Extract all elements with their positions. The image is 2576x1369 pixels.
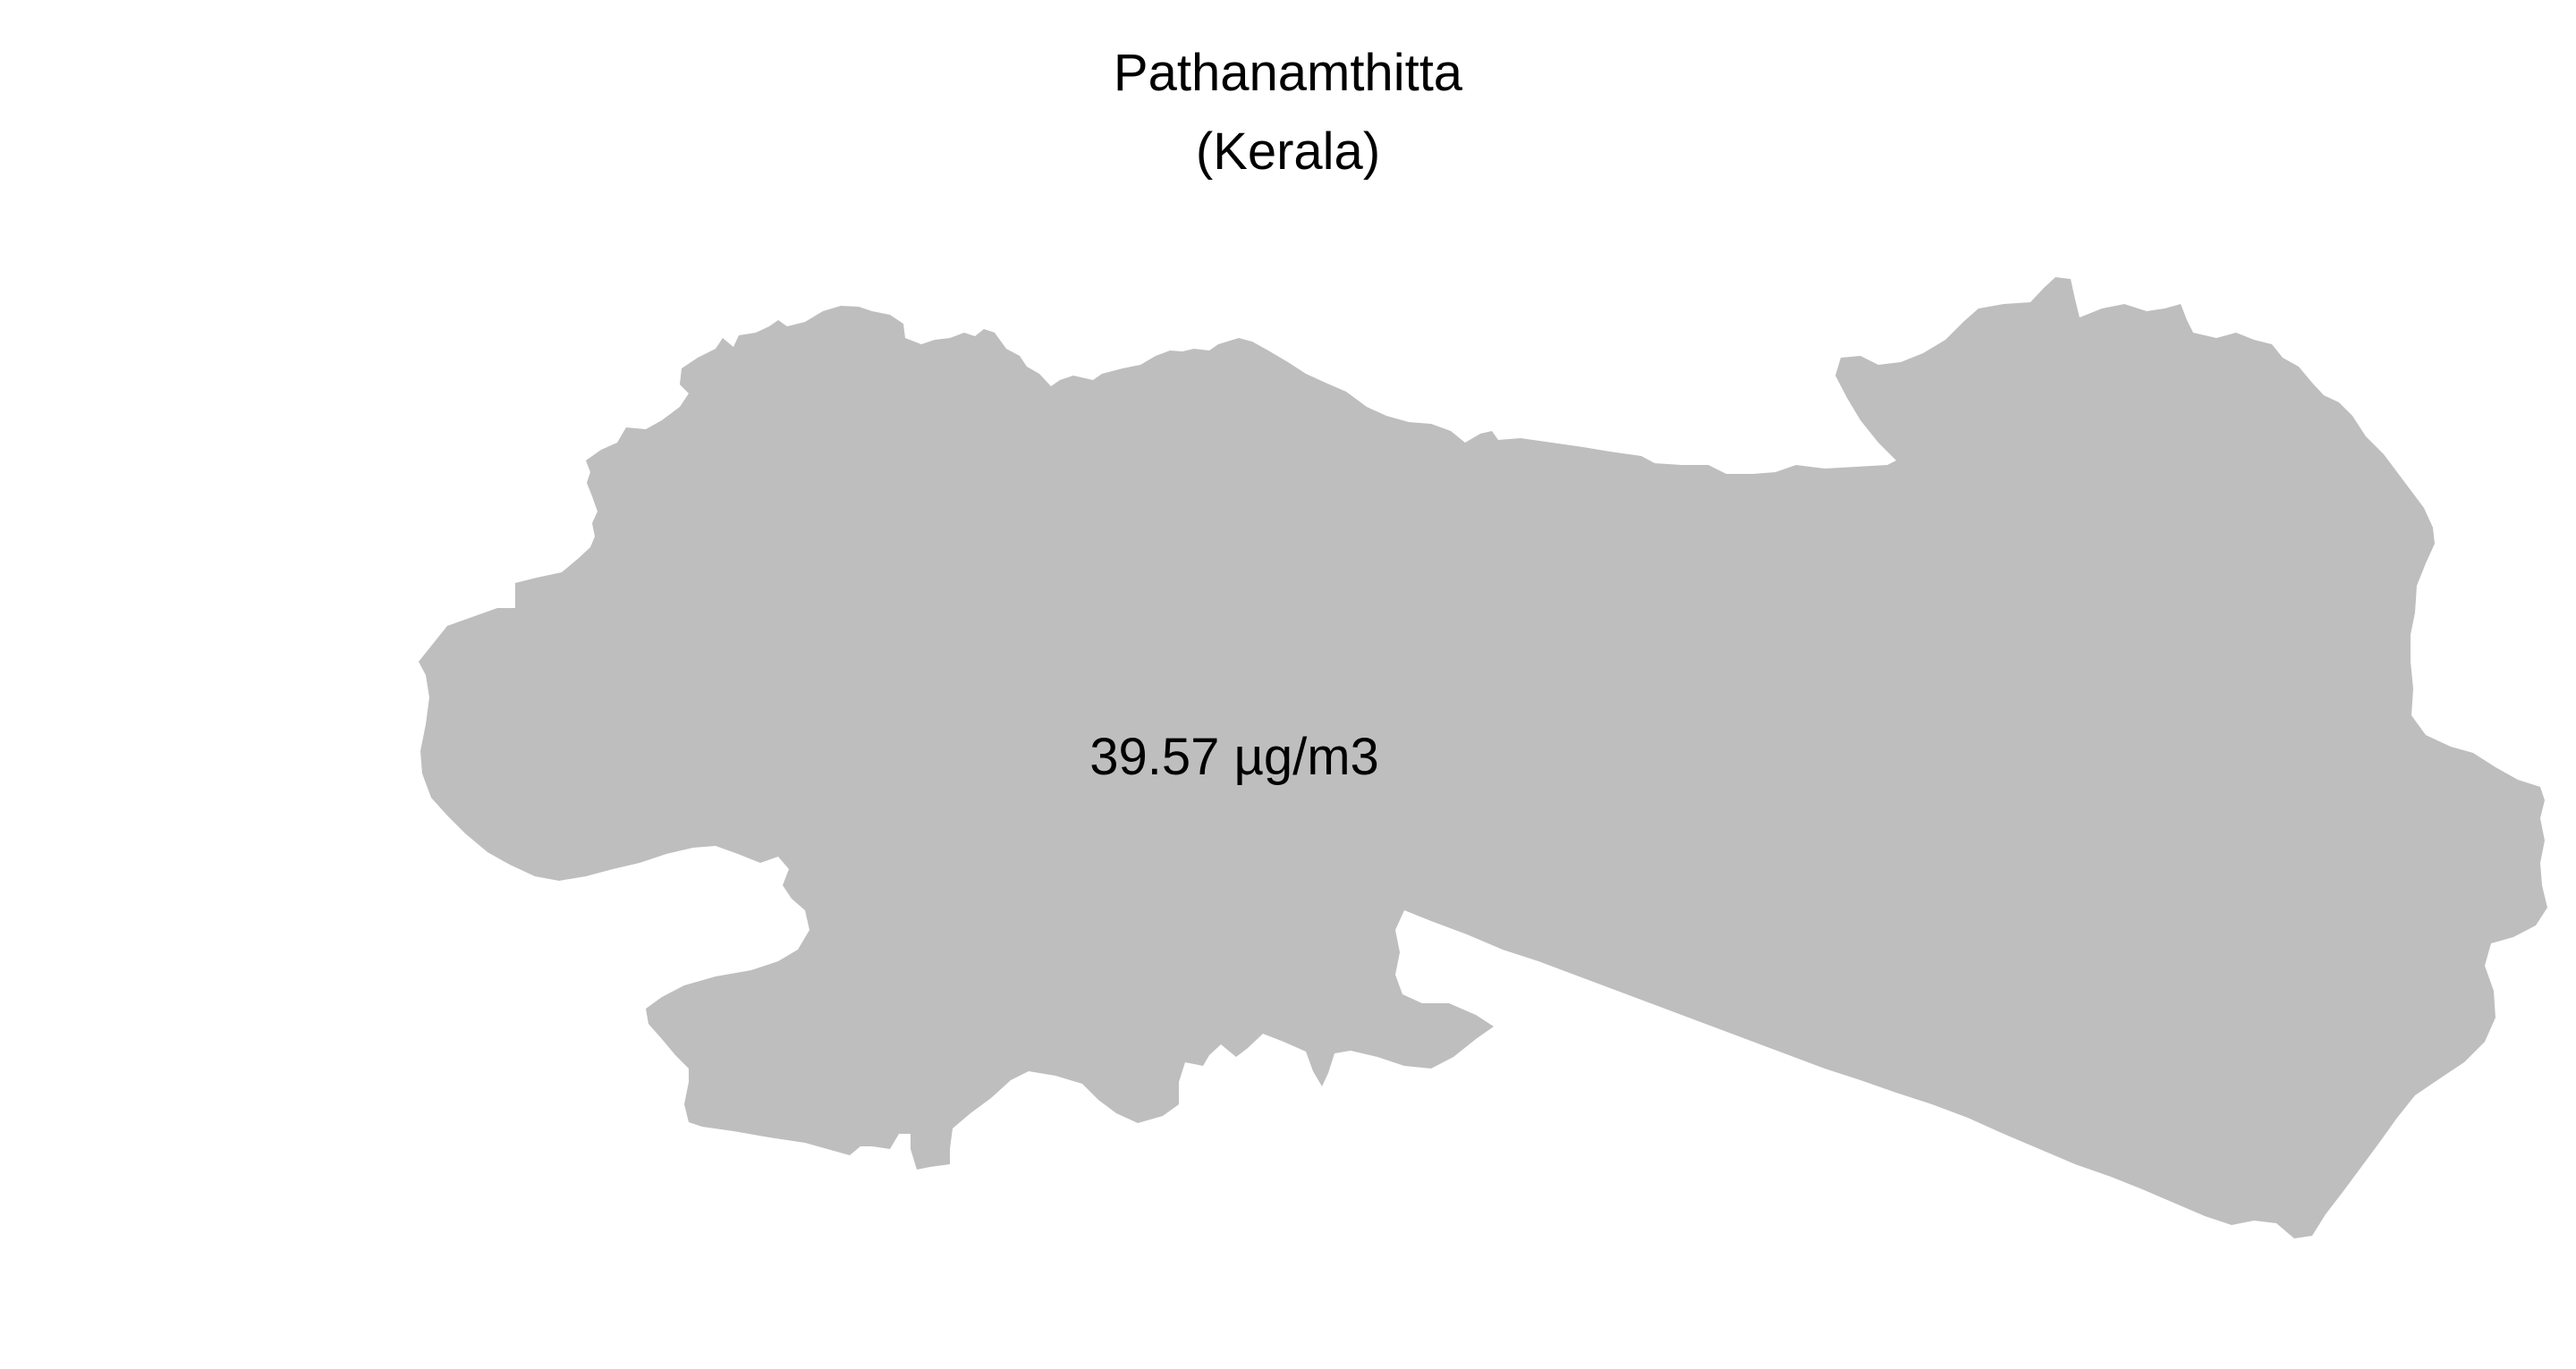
map-subtitle: (Kerala): [1195, 123, 1381, 181]
map-title: Pathanamthitta: [1113, 44, 1463, 102]
map-title-block: Pathanamthitta (Kerala): [0, 34, 2576, 191]
region-value-label: 39.57 µg/m3: [1089, 728, 1379, 786]
district-shape-pathanamthitta[interactable]: [419, 277, 2547, 1238]
